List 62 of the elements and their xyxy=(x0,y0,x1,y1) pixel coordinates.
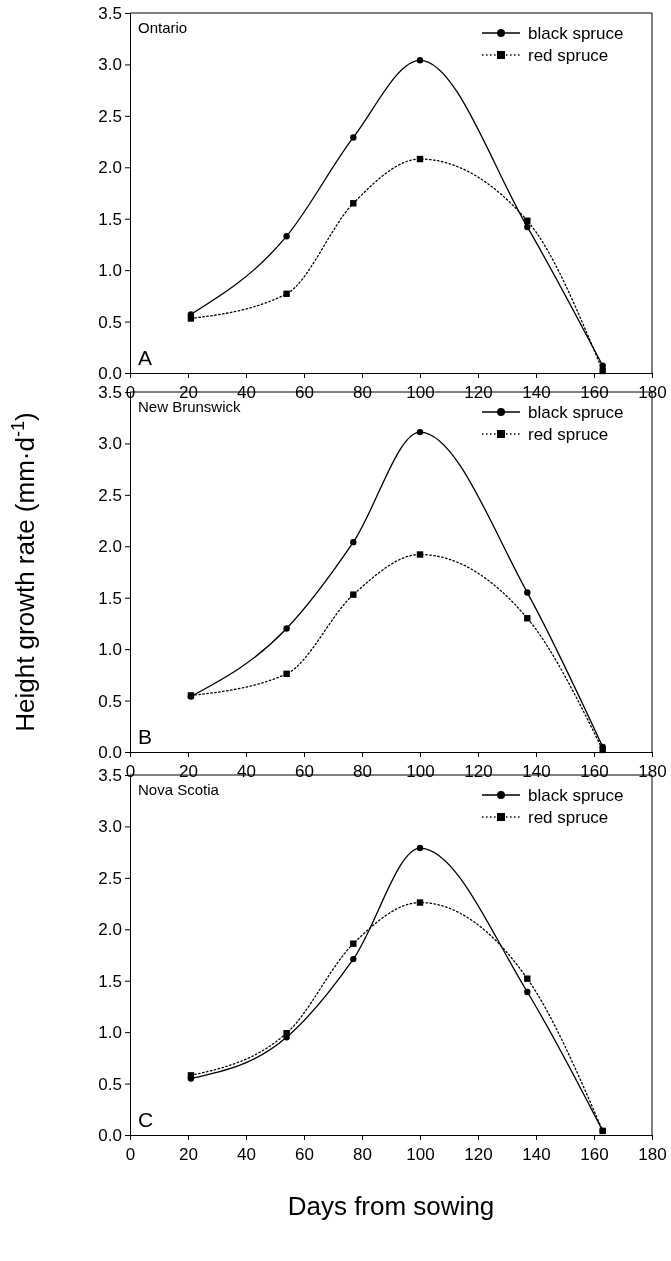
legend-label: black spruce xyxy=(528,403,624,422)
x-tick-label: 180 xyxy=(638,1145,667,1164)
y-tick-label: 2.0 xyxy=(98,537,122,557)
x-tick-label: 60 xyxy=(295,383,314,402)
x-tick-label: 140 xyxy=(522,383,551,402)
x-tick-label: 80 xyxy=(353,383,372,402)
y-tick-label: 2.5 xyxy=(98,485,122,505)
y-tick-label: 3.5 xyxy=(98,765,122,785)
x-tick-label: 140 xyxy=(522,1145,551,1164)
y-tick-label: 2.0 xyxy=(98,920,122,940)
y-tick-label: 3.0 xyxy=(98,817,122,837)
legend-label: black spruce xyxy=(528,786,624,805)
annotation: A xyxy=(138,346,153,369)
y-tick-label: 0.0 xyxy=(98,1125,122,1145)
y-tick-label: 1.5 xyxy=(98,588,122,608)
x-tick-label: 140 xyxy=(522,762,551,781)
y-tick-label: 0.0 xyxy=(98,363,122,383)
y-tick-label: 0.0 xyxy=(98,742,122,762)
legend-label: black spruce xyxy=(528,24,624,43)
y-tick-label: 2.5 xyxy=(98,106,122,126)
y-tick-label: 3.5 xyxy=(98,382,122,402)
x-tick-label: 60 xyxy=(295,1145,314,1164)
x-tick-label: 120 xyxy=(464,383,493,402)
x-tick-label: 160 xyxy=(580,1145,609,1164)
x-tick-label: 40 xyxy=(237,1145,256,1164)
y-tick-label: 3.5 xyxy=(98,3,122,23)
legend-label: red spruce xyxy=(528,808,609,827)
x-tick-label: 80 xyxy=(353,762,372,781)
x-tick-label: 20 xyxy=(179,1145,198,1164)
x-axis-title: Days from sowing xyxy=(287,1191,495,1221)
y-tick-label: 0.5 xyxy=(98,691,122,711)
y-tick-label: 1.0 xyxy=(98,1023,122,1043)
annotation: C xyxy=(138,1108,154,1131)
x-tick-label: 40 xyxy=(237,762,256,781)
x-tick-label: 100 xyxy=(406,762,435,781)
y-tick-label: 1.5 xyxy=(98,209,122,229)
y-tick-label: 2.5 xyxy=(98,868,122,888)
y-tick-label: 2.0 xyxy=(98,158,122,178)
annotation: Nova Scotia xyxy=(138,781,220,798)
y-tick-label: 3.0 xyxy=(98,55,122,75)
x-tick-label: 120 xyxy=(464,762,493,781)
legend-label: red spruce xyxy=(528,46,609,65)
x-tick-label: 180 xyxy=(638,383,667,402)
x-tick-label: 160 xyxy=(580,383,609,402)
y-tick-label: 1.0 xyxy=(98,640,122,660)
annotation: Ontario xyxy=(138,19,188,36)
x-tick-label: 80 xyxy=(353,1145,372,1164)
x-tick-label: 100 xyxy=(406,1145,435,1164)
y-tick-label: 1.5 xyxy=(98,971,122,991)
y-tick-label: 1.0 xyxy=(98,261,122,281)
x-tick-label: 60 xyxy=(295,762,314,781)
y-tick-label: 3.0 xyxy=(98,434,122,454)
x-tick-label: 0 xyxy=(125,1145,136,1164)
x-tick-label: 160 xyxy=(580,762,609,781)
annotation: B xyxy=(138,725,153,748)
y-tick-label: 0.5 xyxy=(98,1074,122,1094)
y-tick-label: 0.5 xyxy=(98,312,122,332)
x-tick-label: 100 xyxy=(406,383,435,402)
x-tick-label: 20 xyxy=(179,762,198,781)
x-tick-label: 120 xyxy=(464,1145,493,1164)
legend-label: red spruce xyxy=(528,425,609,444)
x-tick-label: 180 xyxy=(638,762,667,781)
